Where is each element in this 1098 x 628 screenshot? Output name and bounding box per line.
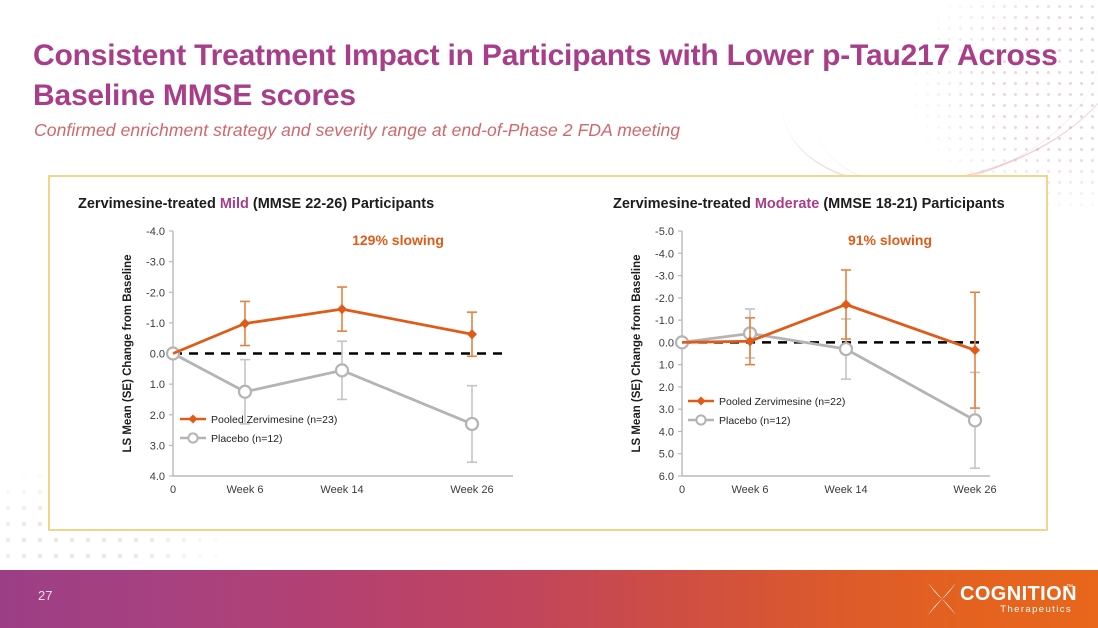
footer-bar: 27 COGNITION ™ Therapeutics: [0, 570, 1098, 628]
cognition-logo-tagline: Therapeutics: [1000, 604, 1072, 615]
chart-moderate-title: Zervimesine-treated Moderate (MMSE 18-21…: [613, 196, 1005, 212]
y-tick-label: -3.0: [146, 257, 165, 269]
x-tick-label: Week 6: [226, 484, 263, 496]
data-point-marker: [970, 345, 980, 356]
chart-moderate-plot: -5.0 -4.0 -3.0 -2.0 -1.0 0.0 1.0 2.0 3.0 4.0 5.0 6.…: [590, 223, 1040, 528]
slowing-annotation: 91% slowing: [848, 232, 932, 248]
data-point-marker: [334, 363, 350, 378]
y-tick-label: -1.0: [146, 318, 165, 330]
x-tick-label: Week 26: [450, 484, 493, 496]
y-tick-label: 6.0: [659, 471, 674, 483]
legend-label: Placebo (n=12): [211, 433, 283, 445]
series-line-zervimesine: [681, 303, 976, 352]
legend-marker: [187, 432, 199, 444]
x-tick-label: 0: [170, 484, 176, 496]
data-point-marker: [240, 318, 250, 329]
chart-moderate-title-suffix: (MMSE 18-21) Participants: [819, 196, 1005, 212]
page-number: 27: [38, 588, 53, 603]
legend-marker: [696, 396, 706, 406]
x-tick-label: Week 14: [824, 484, 867, 496]
chart-mild-title-prefix: Zervimesine-treated: [78, 196, 220, 212]
legend-marker: [695, 414, 707, 426]
data-point-marker: [838, 341, 854, 357]
data-point-marker: [237, 384, 253, 399]
slide-subtitle: Confirmed enrichment strategy and severi…: [34, 120, 681, 140]
cognition-logo-trademark: ™: [1066, 584, 1073, 591]
y-axis-label: LS Mean (SE) Change from Baseline: [122, 254, 134, 452]
y-tick-label: 4.0: [150, 471, 165, 483]
data-point-marker: [967, 413, 983, 428]
series-line-placebo: [681, 332, 976, 422]
y-tick-label: 1.0: [150, 379, 165, 391]
x-tick-label: Week 14: [320, 484, 363, 496]
y-tick-label: -3.0: [655, 271, 674, 283]
chart-mild-title-highlight: Mild: [219, 196, 249, 212]
x-tick-label: Week 6: [731, 484, 768, 496]
y-tick-label: 4.0: [659, 426, 674, 438]
y-tick-label: 2.0: [659, 382, 674, 394]
chart-moderate-title-highlight: Moderate: [754, 196, 820, 212]
chart-moderate-title-prefix: Zervimesine-treated: [613, 196, 755, 212]
data-point-marker: [841, 299, 851, 310]
cognition-logo-wordmark: COGNITION: [960, 583, 1077, 605]
slowing-annotation: 129% slowing: [352, 232, 444, 248]
data-point-marker: [337, 304, 347, 315]
y-tick-label: -5.0: [655, 226, 674, 238]
x-tick-label: Week 26: [953, 484, 996, 496]
y-tick-label: 1.0: [659, 360, 674, 372]
chart-mild-title-suffix: (MMSE 22-26) Participants: [248, 196, 435, 212]
cognition-logo: COGNITION ™ Therapeutics: [926, 582, 1077, 620]
chart-mild: Zervimesine-treated Mild (MMSE 22-26) Pa…: [68, 177, 568, 533]
legend-marker: [188, 414, 198, 424]
legend-label: Pooled Zervimesine (n=23): [211, 414, 337, 426]
data-point-marker: [467, 329, 477, 340]
y-tick-label: 5.0: [659, 449, 674, 461]
legend-label: Placebo (n=12): [719, 415, 791, 427]
y-tick-label: 0.0: [150, 349, 165, 361]
y-tick-label: 3.0: [150, 440, 165, 452]
y-tick-label: -1.0: [655, 315, 674, 327]
y-tick-label: 0.0: [659, 337, 674, 349]
charts-panel: Zervimesine-treated Mild (MMSE 22-26) Pa…: [48, 175, 1048, 531]
legend-label: Pooled Zervimesine (n=22): [719, 396, 845, 408]
series-line-placebo: [172, 352, 473, 426]
y-tick-label: 3.0: [659, 404, 674, 416]
chart-mild-title: Zervimesine-treated Mild (MMSE 22-26) Pa…: [78, 196, 434, 212]
cognition-star-icon: [928, 583, 956, 615]
y-axis-label: LS Mean (SE) Change from Baseline: [631, 254, 643, 452]
x-tick-label: 0: [679, 484, 685, 496]
y-tick-label: -4.0: [655, 248, 674, 260]
y-tick-label: -4.0: [146, 226, 165, 238]
chart-mild-plot: -4.0 -3.0 -2.0 -1.0 0.0 1.0 2.0 3.0 4.0 LS Mean (…: [68, 223, 568, 528]
y-tick-label: -2.0: [655, 293, 674, 305]
y-tick-label: -2.0: [146, 287, 165, 299]
data-point-marker: [745, 336, 755, 347]
y-tick-label: 2.0: [150, 410, 165, 422]
chart-moderate: Zervimesine-treated Moderate (MMSE 18-21…: [590, 177, 1040, 533]
slide-title: Consistent Treatment Impact in Participa…: [33, 39, 1058, 112]
data-point-marker: [464, 416, 480, 432]
series-line-zervimesine: [172, 307, 473, 355]
